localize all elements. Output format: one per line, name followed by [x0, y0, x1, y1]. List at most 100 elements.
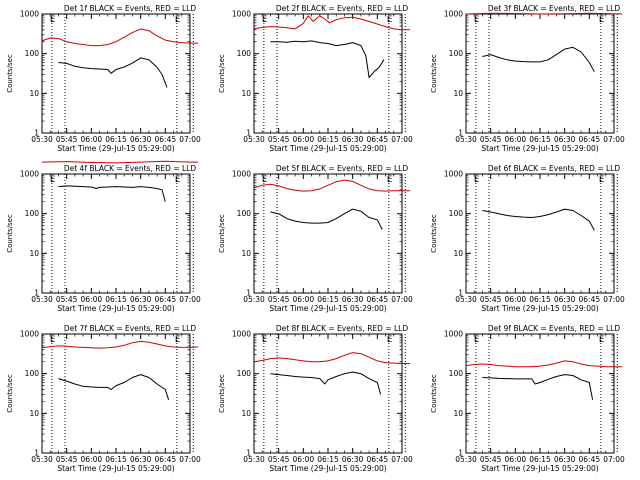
x-axis-label: Start Time (29-Jul-15 05:29:00): [269, 464, 386, 473]
x-tick-label: 06:30: [130, 295, 152, 304]
x-axis-label: Start Time (29-Jul-15 05:29:00): [57, 304, 174, 313]
x-tick-label: 06:00: [81, 135, 103, 144]
y-tick-label: 10: [29, 249, 39, 258]
x-tick-label: 05:45: [268, 135, 290, 144]
y-tick-label: 1: [246, 289, 251, 298]
x-tick-label: 06:15: [105, 295, 127, 304]
x-axis-label: Start Time (29-Jul-15 05:29:00): [57, 144, 174, 153]
x-tick-label: 05:45: [480, 295, 502, 304]
x-tick-label: 06:45: [367, 455, 389, 464]
chart-title: Det 8f BLACK = Events, RED = LLD: [276, 324, 409, 333]
x-tick-label: 07:00: [603, 455, 625, 464]
y-tick-label: 100: [237, 209, 252, 218]
y-tick-label: 10: [29, 89, 39, 98]
x-tick-label: 06:45: [579, 135, 601, 144]
x-tick-label: 05:45: [268, 295, 290, 304]
y-axis-label: Counts/sec: [6, 54, 14, 93]
x-tick-label: 05:45: [56, 135, 78, 144]
plot-frame: [253, 13, 403, 134]
y-tick-label: 1000: [20, 330, 39, 339]
x-tick-label: 05:30: [243, 295, 265, 304]
plot-frame: [41, 173, 191, 294]
y-tick-label: 100: [449, 49, 464, 58]
x-tick-label: 06:15: [317, 135, 339, 144]
x-tick-label: 07:00: [391, 135, 413, 144]
y-tick-label: 10: [453, 409, 463, 418]
events-series-line: [270, 208, 383, 230]
chart-title: Det 9f BLACK = Events, RED = LLD: [488, 324, 621, 333]
chart-title: Det 6f BLACK = Events, RED = LLD: [488, 164, 621, 173]
marker-label: E: [50, 15, 55, 25]
events-series-line: [482, 374, 594, 400]
x-tick-label: 06:00: [505, 455, 527, 464]
lld-series-line: [253, 15, 411, 31]
y-tick-label: 1000: [232, 170, 251, 179]
y-axis-label: Counts/sec: [430, 214, 438, 253]
y-axis-label: Counts/sec: [6, 214, 14, 253]
y-tick-label: 1: [458, 289, 463, 298]
plot-frame: [41, 333, 191, 454]
x-tick-label: 06:00: [81, 295, 103, 304]
plot-frame: [465, 13, 615, 134]
y-tick-label: 100: [237, 49, 252, 58]
y-tick-label: 1: [246, 129, 251, 138]
chart-panel-7: Det 7f BLACK = Events, RED = LLD 1 10 100 10…: [6, 324, 201, 473]
events-series-line: [482, 46, 595, 73]
x-tick-label: 06:00: [505, 135, 527, 144]
x-tick-label: 05:45: [268, 455, 290, 464]
x-tick-label: 06:45: [367, 135, 389, 144]
x-axis-label: Start Time (29-Jul-15 05:29:00): [269, 144, 386, 153]
marker-label: E: [175, 175, 180, 185]
x-tick-label: 06:00: [81, 455, 103, 464]
x-tick-label: 06:00: [293, 455, 315, 464]
events-series-line: [270, 40, 385, 78]
events-series-line: [482, 208, 595, 231]
x-tick-label: 07:00: [603, 295, 625, 304]
x-tick-label: 06:30: [130, 455, 152, 464]
x-tick-label: 06:00: [293, 135, 315, 144]
marker-label: E: [262, 175, 267, 185]
x-tick-label: 05:30: [243, 135, 265, 144]
y-tick-label: 10: [241, 249, 251, 258]
marker-label: E: [599, 335, 604, 345]
marker-label: E: [387, 335, 392, 345]
chart-title: Det 7f BLACK = Events, RED = LLD: [64, 324, 197, 333]
y-axis-label: Counts/sec: [430, 374, 438, 413]
y-tick-label: 1: [34, 129, 39, 138]
y-tick-label: 10: [453, 89, 463, 98]
lld-series-line: [41, 28, 199, 47]
chart-panel-1: Det 1f BLACK = Events, RED = LLD 1 10 100 10…: [6, 4, 201, 153]
chart-title: Det 3f BLACK = Events, RED = LLD: [488, 4, 621, 13]
chart-title: Det 1f BLACK = Events, RED = LLD: [64, 4, 197, 13]
chart-panel-9: Det 9f BLACK = Events, RED = LLD 1 10 100 10…: [430, 324, 625, 473]
lld-series-line: [253, 179, 411, 192]
y-tick-label: 10: [29, 409, 39, 418]
chart-panel-2: Det 2f BLACK = Events, RED = LLD 1 10 100 10…: [218, 4, 413, 153]
x-tick-label: 05:30: [31, 135, 53, 144]
y-axis-label: Counts/sec: [6, 374, 14, 413]
y-tick-label: 100: [25, 209, 40, 218]
x-tick-label: 06:30: [130, 135, 152, 144]
y-tick-label: 1: [34, 449, 39, 458]
y-tick-label: 1: [458, 449, 463, 458]
plot-frame: [253, 173, 403, 294]
x-tick-label: 06:15: [105, 135, 127, 144]
y-tick-label: 1: [34, 289, 39, 298]
y-axis-label: Counts/sec: [218, 54, 226, 93]
x-tick-label: 06:15: [529, 455, 551, 464]
x-tick-label: 06:15: [529, 295, 551, 304]
y-tick-label: 10: [241, 89, 251, 98]
y-axis-label: Counts/sec: [218, 374, 226, 413]
x-tick-label: 06:00: [505, 295, 527, 304]
x-tick-label: 07:00: [179, 135, 201, 144]
marker-label: E: [262, 335, 267, 345]
x-tick-label: 06:45: [367, 295, 389, 304]
x-axis-label: Start Time (29-Jul-15 05:29:00): [481, 464, 598, 473]
y-tick-label: 1000: [232, 10, 251, 19]
events-series-line: [58, 185, 166, 202]
x-tick-label: 06:30: [554, 455, 576, 464]
marker-label: E: [175, 335, 180, 345]
x-tick-label: 06:45: [155, 295, 177, 304]
chart-panel-8: Det 8f BLACK = Events, RED = LLD 1 10 100 10…: [218, 324, 413, 473]
